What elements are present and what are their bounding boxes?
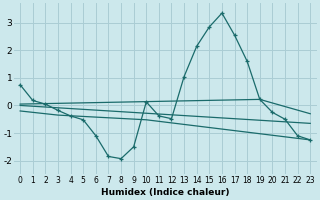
X-axis label: Humidex (Indice chaleur): Humidex (Indice chaleur): [101, 188, 229, 197]
